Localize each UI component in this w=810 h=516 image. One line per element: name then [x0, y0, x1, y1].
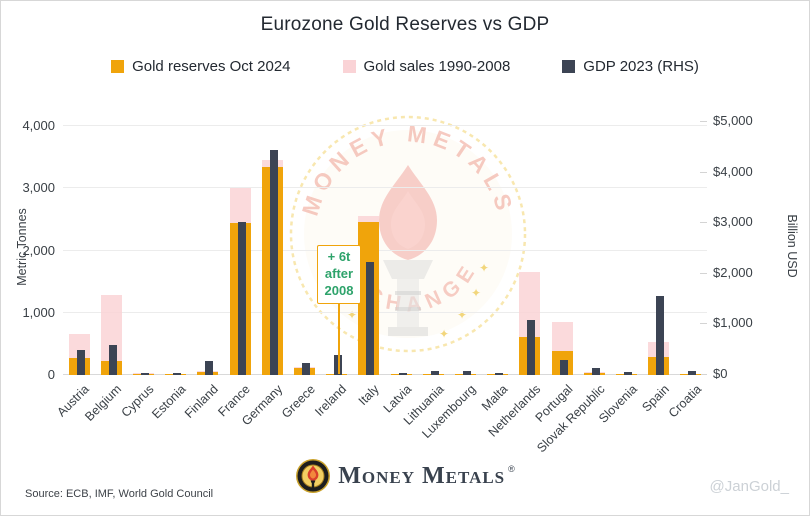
registered-mark: ® — [508, 464, 515, 474]
right-tick-mark — [700, 171, 707, 173]
bar-gdp-luxembourg — [463, 370, 471, 375]
legend-item-gdp: GDP 2023 (RHS) — [562, 58, 699, 75]
legend: Gold reserves Oct 2024 Gold sales 1990-2… — [1, 58, 809, 75]
annotation-line: 2008 — [324, 282, 354, 298]
annotation-line: after — [324, 266, 354, 282]
x-axis-label-cyprus: Cyprus — [118, 382, 157, 420]
legend-item-gold-reserves: Gold reserves Oct 2024 — [111, 58, 291, 75]
left-tick-label: 2,000 — [22, 242, 55, 258]
x-axis-label-estonia: Estonia — [149, 382, 189, 422]
bar-gdp-estonia — [173, 372, 182, 375]
bar-gdp-france — [237, 221, 246, 375]
left-tick-label: 1,000 — [22, 304, 55, 320]
bar-gdp-portugal — [559, 360, 568, 375]
bar-gdp-slovak-republic — [591, 368, 600, 375]
bar-gdp-malta — [495, 372, 504, 375]
plot-area — [63, 121, 707, 375]
source-note: Source: ECB, IMF, World Gold Council — [25, 488, 214, 500]
left-tick-label: 0 — [47, 367, 55, 382]
x-axis-label-finland: Finland — [181, 382, 221, 421]
money-metals-logo: Money Metals ® — [1, 458, 809, 494]
annotation-line: + 6t — [327, 249, 351, 265]
legend-label: GDP 2023 (RHS) — [583, 58, 699, 75]
bar-gdp-greece — [302, 362, 310, 375]
bar-gdp-germany — [269, 150, 278, 375]
bar-gdp-lithuania — [430, 371, 439, 375]
right-tick-mark — [700, 121, 707, 122]
right-tick-mark — [700, 272, 707, 274]
bar-gdp-finland — [205, 360, 214, 375]
logo-wordmark: Money Metals — [338, 462, 506, 489]
right-tick-label: $3,000 — [713, 214, 753, 230]
author-handle: @JanGold_ — [709, 478, 789, 495]
bar-gdp-spain — [656, 296, 665, 375]
gridline-2000 — [63, 249, 707, 251]
money-metals-badge-icon — [296, 459, 331, 493]
left-tick-label: 3,000 — [22, 180, 55, 196]
legend-label: Gold reserves Oct 2024 — [132, 58, 291, 75]
bar-gdp-austria — [76, 349, 85, 375]
bar-gdp-italy — [366, 262, 375, 375]
right-tick-label: $4,000 — [713, 163, 753, 179]
bar-gdp-netherlands — [527, 319, 536, 375]
annotation-callout: + 6t after 2008 — [317, 245, 361, 304]
bar-gdp-croatia — [688, 370, 697, 375]
bar-gdp-latvia — [398, 372, 407, 375]
x-axis-label-ireland: Ireland — [312, 382, 350, 419]
annotation-connector-line — [338, 303, 340, 374]
gold-reserves-swatch-icon — [111, 60, 125, 73]
gridline-4000 — [63, 125, 707, 126]
chart-title: Eurozone Gold Reserves vs GDP — [260, 14, 550, 35]
legend-item-gold-sales: Gold sales 1990-2008 — [342, 58, 511, 75]
bar-gdp-slovenia — [624, 371, 632, 375]
gold-sales-swatch-icon — [342, 60, 356, 73]
right-tick-label: $0 — [713, 366, 728, 381]
x-axis-label-greece: Greece — [278, 382, 318, 421]
gdp-swatch-icon — [562, 60, 576, 73]
right-tick-label: $2,000 — [713, 264, 753, 280]
right-axis-title: Billion USD — [785, 214, 799, 278]
right-tick-mark — [700, 222, 707, 224]
left-tick-label: 4,000 — [22, 118, 55, 133]
right-tick-mark — [700, 323, 707, 325]
x-axis-label-croatia: Croatia — [665, 382, 704, 421]
right-tick-mark — [700, 374, 707, 375]
right-tick-label: $1,000 — [713, 315, 753, 331]
gridline-3000 — [63, 187, 707, 189]
bar-gdp-cyprus — [141, 372, 149, 375]
right-tick-label: $5,000 — [713, 113, 753, 128]
bar-gdp-belgium — [108, 345, 117, 375]
gridline-1000 — [63, 311, 707, 313]
legend-label: Gold sales 1990-2008 — [363, 58, 511, 75]
x-axis-label-italy: Italy — [355, 382, 382, 409]
gridline-0 — [63, 374, 707, 375]
